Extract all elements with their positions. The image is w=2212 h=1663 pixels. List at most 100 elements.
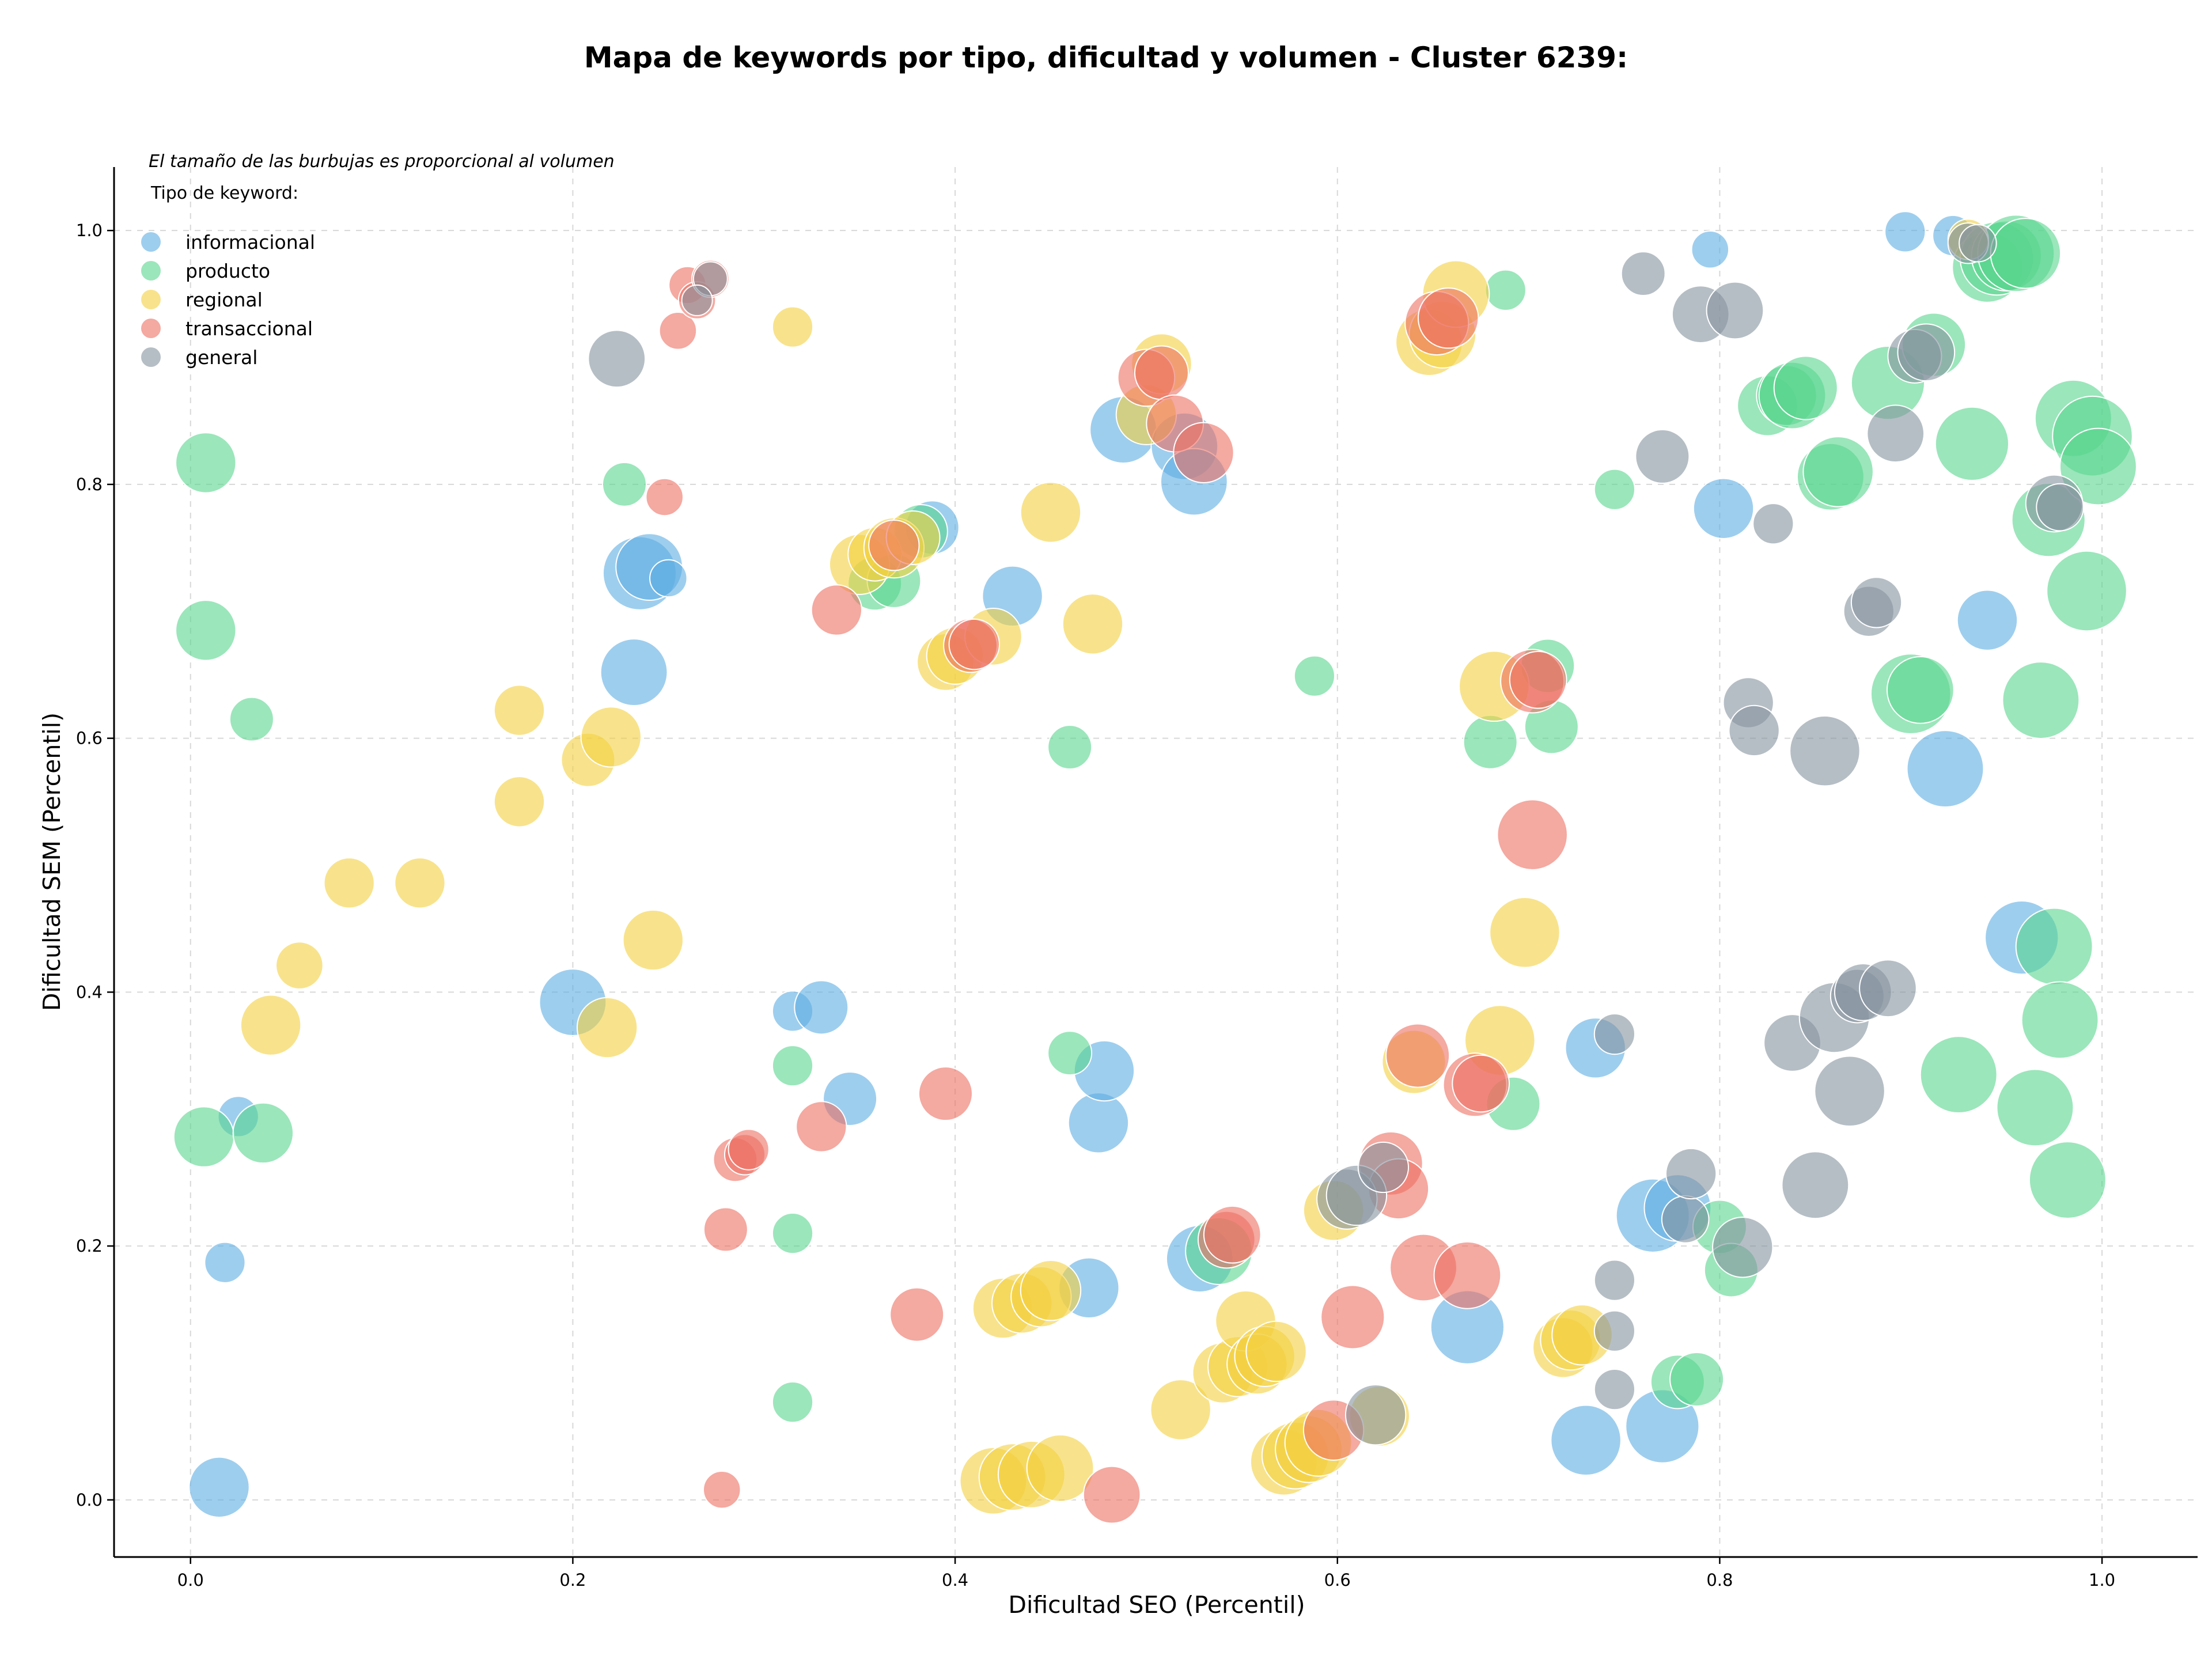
bubble-regional[interactable] [240,994,302,1056]
bubble-producto[interactable] [1463,714,1518,770]
bubble-general[interactable] [588,329,646,388]
bubble-transaccional[interactable] [1173,422,1234,484]
bubble-producto[interactable] [602,461,647,507]
bubble-informacional[interactable] [794,980,849,1035]
bubble-informacional[interactable] [1906,730,1984,808]
bubble-producto[interactable] [2028,1141,2107,1219]
bubble-general[interactable] [2036,483,2084,532]
bubble-regional[interactable] [771,306,814,348]
bubble-transaccional[interactable] [645,478,684,517]
bubble-producto[interactable] [2059,427,2137,506]
bubble-general[interactable] [1728,704,1780,757]
bubble-transaccional[interactable] [1134,345,1189,400]
bubble-regional[interactable] [493,684,546,736]
bubble-transaccional[interactable] [1418,287,1479,349]
bubble-regional[interactable] [493,776,546,828]
bubble-regional[interactable] [1062,593,1124,655]
bubble-regional[interactable] [1020,1260,1082,1321]
bubble-informacional[interactable] [1067,1092,1130,1154]
bubble-informacional[interactable] [204,1241,246,1283]
bubble-informacional[interactable] [600,638,668,706]
bubble-transaccional[interactable] [1452,1054,1510,1113]
bubble-transaccional[interactable] [703,1207,748,1252]
bubble-general[interactable] [1712,1217,1774,1278]
bubble-producto[interactable] [1484,269,1527,311]
bubble-transaccional[interactable] [728,1128,770,1170]
bubble-producto[interactable] [1047,1031,1093,1076]
bubble-transaccional[interactable] [918,1066,973,1122]
bubble-general[interactable] [1593,1369,1636,1411]
bubble-producto[interactable] [175,600,237,661]
bubble-transaccional[interactable] [1320,1285,1385,1350]
bubble-producto[interactable] [2046,550,2127,632]
bubble-transaccional[interactable] [948,618,1000,670]
bubble-producto[interactable] [1996,1069,2074,1147]
bubble-producto[interactable] [229,696,274,742]
bubble-informacional[interactable] [1550,1404,1622,1476]
bubble-general[interactable] [1959,223,1997,263]
bubble-general[interactable] [1752,503,1794,545]
bubble-producto[interactable] [1886,656,1955,724]
bubble-regional[interactable] [323,857,375,909]
bubble-transaccional[interactable] [889,1287,945,1342]
bubble-general[interactable] [1357,1141,1410,1194]
bubble-general[interactable] [1866,404,1925,463]
bubble-transaccional[interactable] [1433,1241,1502,1309]
bubble-transaccional[interactable] [1082,1465,1141,1524]
bubble-regional[interactable] [1026,1434,1094,1502]
bubble-transaccional[interactable] [1497,799,1568,870]
bubble-producto[interactable] [2015,907,2093,986]
bubble-producto[interactable] [232,1102,294,1164]
bubble-transaccional[interactable] [810,584,862,636]
bubble-transaccional[interactable] [658,312,698,350]
bubble-regional[interactable] [1150,1379,1211,1441]
bubble-general[interactable] [1593,1310,1636,1352]
bubble-general[interactable] [1665,1147,1717,1200]
bubble-general[interactable] [1635,429,1690,484]
bubble-informacional[interactable] [188,1456,250,1518]
bubble-regional[interactable] [1489,897,1560,968]
bubble-producto[interactable] [173,1106,235,1168]
bubble-regional[interactable] [1020,482,1082,543]
bubble-general[interactable] [681,284,713,316]
bubble-regional[interactable] [576,997,638,1059]
bubble-producto[interactable] [2021,981,2099,1059]
bubble-regional[interactable] [275,941,324,990]
bubble-general[interactable] [1706,281,1764,340]
bubble-general[interactable] [1593,1259,1636,1301]
bubble-producto[interactable] [1593,468,1636,510]
bubble-producto[interactable] [1990,218,2062,289]
bubble-general[interactable] [1781,1151,1850,1219]
bubble-transaccional[interactable] [1509,650,1567,709]
bubble-general[interactable] [1897,323,1956,382]
bubble-producto[interactable] [771,1212,814,1255]
bubble-general[interactable] [1593,1013,1636,1055]
bubble-general[interactable] [1814,1055,1885,1127]
bubble-general[interactable] [1859,959,1917,1018]
bubble-transaccional[interactable] [1203,1205,1262,1264]
bubble-producto[interactable] [1773,355,1838,421]
bubble-regional[interactable] [580,706,642,768]
bubble-producto[interactable] [771,1045,814,1087]
bubble-producto[interactable] [1802,436,1874,507]
bubble-producto[interactable] [2002,661,2080,739]
bubble-producto[interactable] [1047,725,1093,770]
bubble-producto[interactable] [175,432,237,494]
bubble-informacional[interactable] [1884,211,1926,253]
bubble-producto[interactable] [1669,1351,1725,1407]
bubble-informacional[interactable] [1691,230,1730,269]
bubble-informacional[interactable] [649,559,688,598]
bubble-general[interactable] [1344,1384,1407,1446]
bubble-general[interactable] [1661,1195,1710,1244]
bubble-producto[interactable] [1293,655,1336,697]
bubble-transaccional[interactable] [1385,1023,1450,1088]
bubble-transaccional[interactable] [868,520,920,571]
bubble-general[interactable] [1789,715,1861,787]
bubble-transaccional[interactable] [796,1101,847,1153]
bubble-general[interactable] [1850,577,1903,628]
bubble-producto[interactable] [1919,1036,1998,1114]
bubble-producto[interactable] [1934,406,2010,481]
bubble-producto[interactable] [771,1381,814,1423]
bubble-informacional[interactable] [1692,478,1755,539]
bubble-informacional[interactable] [1956,589,2018,651]
